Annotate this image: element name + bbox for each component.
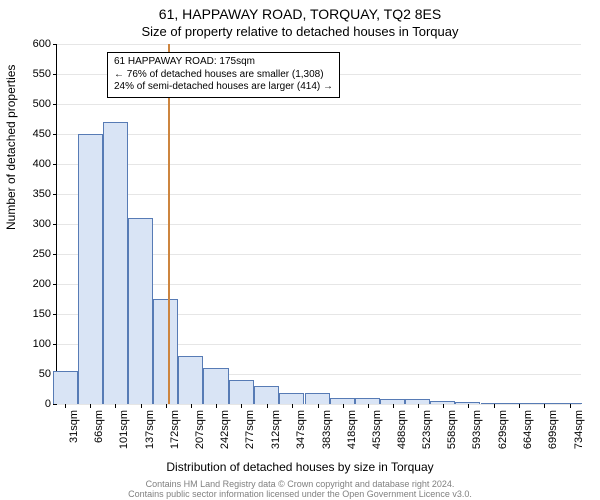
x-axis-label: Distribution of detached houses by size …: [0, 460, 600, 474]
gridline: [57, 104, 581, 105]
ytick-label: 50: [39, 368, 51, 380]
xtick-mark: [393, 404, 394, 408]
callout-line-1: 61 HAPPAWAY ROAD: 175sqm: [114, 56, 333, 69]
xtick-mark: [570, 404, 571, 408]
xtick-label: 488sqm: [396, 410, 408, 449]
xtick-mark: [267, 404, 268, 408]
xtick-mark: [65, 404, 66, 408]
xtick-label: 558sqm: [446, 410, 458, 449]
ytick-label: 150: [33, 308, 51, 320]
callout-line-3: 24% of semi-detached houses are larger (…: [114, 81, 333, 94]
reference-line: [168, 44, 170, 404]
bar: [103, 122, 128, 404]
ytick-mark: [53, 254, 57, 255]
footer-line-2: Contains public sector information licen…: [128, 489, 472, 499]
footer-text: Contains HM Land Registry data © Crown c…: [0, 480, 600, 500]
ytick-mark: [53, 134, 57, 135]
bar: [128, 218, 153, 404]
ytick-label: 450: [33, 128, 51, 140]
xtick-label: 347sqm: [295, 410, 307, 449]
ytick-mark: [53, 194, 57, 195]
ytick-label: 550: [33, 68, 51, 80]
xtick-label: 137sqm: [144, 410, 156, 449]
xtick-label: 242sqm: [219, 410, 231, 449]
xtick-mark: [468, 404, 469, 408]
xtick-mark: [90, 404, 91, 408]
ytick-label: 350: [33, 188, 51, 200]
ytick-label: 400: [33, 158, 51, 170]
xtick-label: 523sqm: [421, 410, 433, 449]
xtick-mark: [166, 404, 167, 408]
xtick-mark: [494, 404, 495, 408]
xtick-mark: [141, 404, 142, 408]
bar: [178, 356, 203, 404]
gridline: [57, 404, 581, 405]
xtick-label: 383sqm: [321, 410, 333, 449]
gridline: [57, 44, 581, 45]
ytick-mark: [53, 404, 57, 405]
gridline: [57, 194, 581, 195]
ytick-label: 500: [33, 98, 51, 110]
gridline: [57, 164, 581, 165]
xtick-mark: [519, 404, 520, 408]
callout-box: 61 HAPPAWAY ROAD: 175sqm ← 76% of detach…: [107, 52, 340, 98]
xtick-mark: [191, 404, 192, 408]
bar: [279, 393, 304, 404]
ytick-label: 300: [33, 218, 51, 230]
xtick-label: 277sqm: [244, 410, 256, 449]
chart-title: 61, HAPPAWAY ROAD, TORQUAY, TQ2 8ES: [0, 6, 600, 22]
footer-line-1: Contains HM Land Registry data © Crown c…: [146, 479, 455, 489]
bar: [203, 368, 228, 404]
xtick-label: 664sqm: [522, 410, 534, 449]
ytick-mark: [53, 284, 57, 285]
xtick-mark: [115, 404, 116, 408]
ytick-label: 100: [33, 338, 51, 350]
bar: [53, 371, 78, 404]
xtick-label: 101sqm: [118, 410, 130, 449]
ytick-mark: [53, 104, 57, 105]
callout-line-2: ← 76% of detached houses are smaller (1,…: [114, 69, 333, 82]
xtick-label: 734sqm: [573, 410, 585, 449]
bar: [153, 299, 178, 404]
ytick-label: 250: [33, 248, 51, 260]
plot-area: 05010015020025030035040045050055060031sq…: [56, 44, 581, 405]
bar: [78, 134, 103, 404]
xtick-label: 66sqm: [93, 410, 105, 443]
y-axis-label: Number of detached properties: [4, 65, 18, 230]
ytick-label: 0: [45, 398, 51, 410]
xtick-mark: [368, 404, 369, 408]
xtick-label: 172sqm: [169, 410, 181, 449]
xtick-label: 453sqm: [371, 410, 383, 449]
xtick-mark: [443, 404, 444, 408]
ytick-mark: [53, 344, 57, 345]
ytick-mark: [53, 164, 57, 165]
xtick-mark: [318, 404, 319, 408]
chart-subtitle: Size of property relative to detached ho…: [0, 24, 600, 39]
xtick-label: 629sqm: [497, 410, 509, 449]
xtick-label: 699sqm: [547, 410, 559, 449]
ytick-label: 200: [33, 278, 51, 290]
xtick-label: 312sqm: [270, 410, 282, 449]
xtick-mark: [343, 404, 344, 408]
ytick-mark: [53, 224, 57, 225]
xtick-label: 593sqm: [471, 410, 483, 449]
xtick-mark: [216, 404, 217, 408]
xtick-mark: [292, 404, 293, 408]
bar: [305, 393, 330, 404]
xtick-mark: [544, 404, 545, 408]
ytick-mark: [53, 314, 57, 315]
xtick-mark: [418, 404, 419, 408]
xtick-label: 207sqm: [194, 410, 206, 449]
ytick-mark: [53, 44, 57, 45]
bar: [229, 380, 254, 404]
xtick-mark: [241, 404, 242, 408]
xtick-label: 31sqm: [68, 410, 80, 443]
ytick-label: 600: [33, 38, 51, 50]
xtick-label: 418sqm: [346, 410, 358, 449]
ytick-mark: [53, 74, 57, 75]
gridline: [57, 134, 581, 135]
bar: [254, 386, 279, 404]
